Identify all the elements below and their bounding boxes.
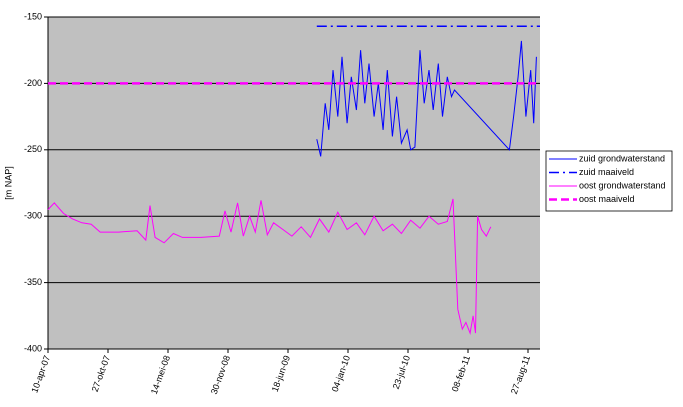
y-tick-label: -200 (24, 78, 42, 88)
series-line (316, 40, 537, 157)
y-tick-label: -400 (24, 343, 42, 353)
x-tick-label: 14-mei-08 (149, 354, 172, 396)
x-tick-label: 27-aug-11 (509, 354, 532, 395)
legend-label: zuid grondwaterstand (579, 153, 665, 163)
x-tick-label: 23-jul-10 (391, 354, 412, 390)
legend-label: oost grondwaterstand (579, 180, 666, 190)
y-tick-label: -300 (24, 211, 42, 221)
x-tick-label: 08-feb-11 (450, 354, 472, 393)
y-tick-label: -350 (24, 277, 42, 287)
x-tick-label: 18-jun-09 (270, 354, 292, 393)
legend-box (545, 150, 673, 212)
y-axis-label: [m NAP] (3, 166, 13, 200)
y-tick-label: -150 (24, 11, 42, 21)
x-tick-label: 27-okt-07 (90, 354, 112, 393)
plot-area (48, 17, 540, 349)
x-tick-label: 10-apr-07 (29, 354, 52, 394)
legend-label: zuid maaiveld (579, 167, 634, 177)
x-tick-label: 30-nov-08 (209, 354, 232, 396)
y-tick-label: -250 (24, 144, 42, 154)
legend-label: oost maaiveld (579, 194, 635, 204)
x-tick-label: 04-jan-10 (330, 354, 352, 393)
series-line (47, 198, 492, 335)
